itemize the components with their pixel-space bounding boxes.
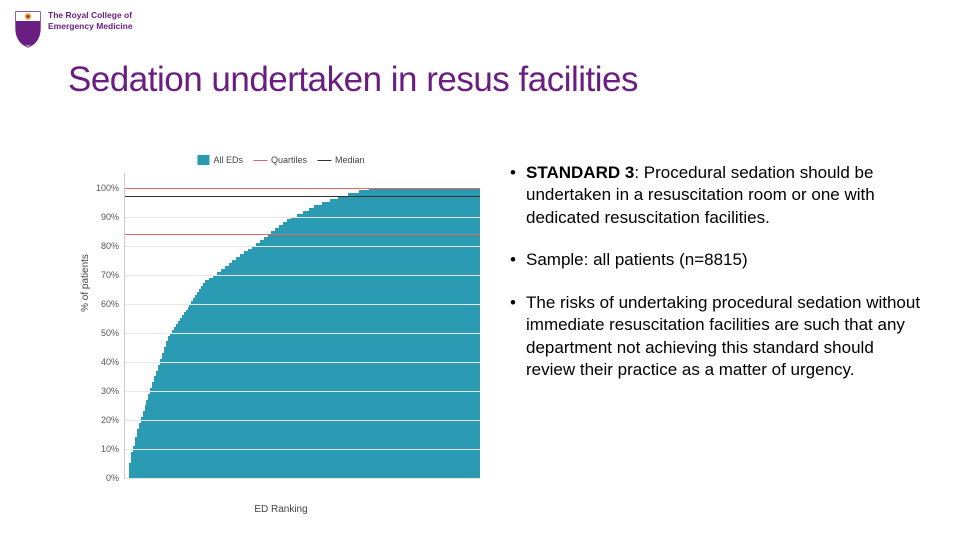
- chart-plot: 0%10%20%30%40%50%60%70%80%90%100%: [124, 173, 480, 479]
- x-axis-label: ED Ranking: [254, 504, 307, 515]
- legend-label: Median: [335, 155, 365, 165]
- brand-text: The Royal College of Emergency Medicine: [48, 10, 133, 31]
- y-tick-label: 70%: [89, 270, 119, 280]
- y-tick-label: 10%: [89, 444, 119, 454]
- brand-line-2: Emergency Medicine: [48, 21, 133, 32]
- bullet-text: The risks of undertaking procedural seda…: [526, 293, 920, 379]
- legend-item: Median: [317, 155, 365, 165]
- bullet-item: The risks of undertaking procedural seda…: [510, 292, 924, 382]
- gridline: [125, 333, 480, 334]
- legend-swatch: [253, 160, 267, 161]
- y-tick-label: 60%: [89, 299, 119, 309]
- slide-title: Sedation undertaken in resus facilities: [68, 60, 638, 100]
- y-tick-label: 40%: [89, 357, 119, 367]
- reference-line: [125, 188, 480, 189]
- chart-legend: All EDs Quartiles Median: [197, 155, 364, 165]
- y-tick-label: 20%: [89, 415, 119, 425]
- gridline: [125, 362, 480, 363]
- gridline: [125, 391, 480, 392]
- legend-item: Quartiles: [253, 155, 307, 165]
- bullet-item: STANDARD 3: Procedural sedation should b…: [510, 162, 924, 229]
- gridline: [125, 275, 480, 276]
- y-tick-label: 90%: [89, 212, 119, 222]
- y-tick-label: 100%: [89, 183, 119, 193]
- y-tick-label: 50%: [89, 328, 119, 338]
- y-tick-label: 0%: [89, 473, 119, 483]
- brand-line-1: The Royal College of: [48, 10, 133, 21]
- y-tick-label: 80%: [89, 241, 119, 251]
- gridline: [125, 217, 480, 218]
- chart-bars: [125, 173, 480, 478]
- reference-line: [125, 234, 480, 235]
- reference-line: [125, 196, 480, 197]
- brand-logo: The Royal College of Emergency Medicine: [14, 10, 133, 48]
- legend-item: All EDs: [197, 155, 243, 165]
- legend-label: All EDs: [213, 155, 243, 165]
- bullet-item: Sample: all patients (n=8815): [510, 249, 924, 271]
- legend-swatch: [197, 155, 209, 165]
- gridline: [125, 478, 480, 479]
- gridline: [125, 246, 480, 247]
- bullet-text: Sample: all patients (n=8815): [526, 250, 748, 269]
- chart: All EDsQuartilesMedian % of patients 0%1…: [76, 155, 486, 515]
- legend-swatch: [317, 160, 331, 161]
- gridline: [125, 304, 480, 305]
- shield-icon: [14, 10, 42, 48]
- legend-label: Quartiles: [271, 155, 307, 165]
- gridline: [125, 420, 480, 421]
- bullet-bold-lead: STANDARD 3: [526, 163, 634, 182]
- y-tick-label: 30%: [89, 386, 119, 396]
- gridline: [125, 449, 480, 450]
- bullet-list: STANDARD 3: Procedural sedation should b…: [510, 162, 924, 402]
